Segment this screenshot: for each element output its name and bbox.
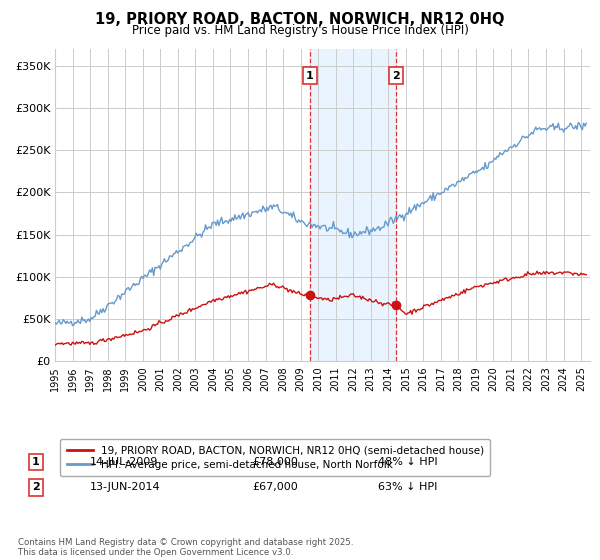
Text: Contains HM Land Registry data © Crown copyright and database right 2025.
This d: Contains HM Land Registry data © Crown c…	[18, 538, 353, 557]
Text: Price paid vs. HM Land Registry's House Price Index (HPI): Price paid vs. HM Land Registry's House …	[131, 24, 469, 37]
Legend: 19, PRIORY ROAD, BACTON, NORWICH, NR12 0HQ (semi-detached house), HPI: Average p: 19, PRIORY ROAD, BACTON, NORWICH, NR12 0…	[61, 439, 490, 476]
Text: 1: 1	[306, 71, 314, 81]
Text: 48% ↓ HPI: 48% ↓ HPI	[378, 457, 437, 467]
Text: £78,000: £78,000	[252, 457, 298, 467]
Bar	[310, 49, 396, 361]
Text: 1: 1	[32, 457, 40, 467]
Text: 2: 2	[32, 482, 40, 492]
Text: 19, PRIORY ROAD, BACTON, NORWICH, NR12 0HQ: 19, PRIORY ROAD, BACTON, NORWICH, NR12 0…	[95, 12, 505, 27]
Text: 63% ↓ HPI: 63% ↓ HPI	[378, 482, 437, 492]
Text: 14-JUL-2009: 14-JUL-2009	[90, 457, 158, 467]
Text: 13-JUN-2014: 13-JUN-2014	[90, 482, 161, 492]
Text: £67,000: £67,000	[252, 482, 298, 492]
Text: 2: 2	[392, 71, 400, 81]
